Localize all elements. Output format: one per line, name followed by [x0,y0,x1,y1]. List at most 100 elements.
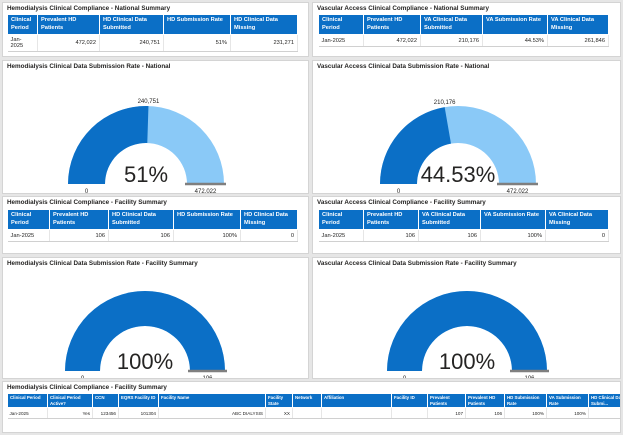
va-facility-gauge-panel: Vascular Access Clinical Data Submission… [312,257,621,379]
column-header[interactable]: Facility Name [158,392,266,409]
column-header[interactable]: VA Clinical Data Missing [547,13,609,36]
panel-title: Hemodialysis Clinical Compliance - Facil… [7,384,167,391]
column-header[interactable]: VA Clinical Data Submitted [418,208,481,231]
gauge-percent-label: 44.53% [421,162,496,187]
gauge-max-label: 472,022 [507,189,529,194]
table-cell: 0 [545,229,609,243]
column-header[interactable]: Prevalent HD Patients [465,392,505,409]
table-cell: 123456 [92,407,119,420]
hd-national-gauge-panel: Hemodialysis Clinical Data Submission Ra… [2,60,309,194]
gauge-min-label: 0 [85,189,89,194]
gauge-min-label: 0 [403,376,407,379]
table-cell: 106 [363,229,419,243]
table-cell: Jan-2025 [7,34,38,53]
column-header[interactable]: Clinical Period [7,13,38,36]
table-cell: 51% [163,34,231,53]
va-national-gauge-panel: Vascular Access Clinical Data Submission… [312,60,621,194]
va-facility-gauge: 100% 0 106 [387,291,549,379]
column-header[interactable]: VA Clinical Data Submitted [420,13,483,36]
table-row[interactable]: Jan-2025 472,022 210,176 44.53% 261,846 [318,34,609,48]
column-header[interactable]: VA Submission Rate [546,392,589,409]
column-header[interactable]: Clinical Period [318,13,364,36]
table-cell: 107 [427,407,466,420]
gauge-max-label: 472,022 [195,189,217,194]
column-header[interactable]: HD Submission Rate [163,13,231,36]
gauge-percent-label: 51% [124,162,168,187]
table-cell [588,407,620,420]
panel-title: Hemodialysis Clinical Data Submission Ra… [7,63,171,70]
column-header[interactable]: Network [292,392,322,409]
column-header[interactable]: VA Submission Rate [482,13,548,36]
va-national-gauge: 44.53% 0 472,022 210,176 [380,100,538,194]
column-header[interactable]: HD Clinical Data Missing [230,13,298,36]
table-cell: Jan-2025 [318,34,364,48]
column-header[interactable]: HD Clinical Data Submi... [588,392,620,409]
hd-national-gauge: 51% 0 472,022 240,751 [68,99,226,194]
table-cell [321,407,392,420]
table-row[interactable]: Jan-2025 106 106 100% 0 [318,229,609,243]
table-cell [292,407,322,420]
va-national-table: Clinical Period Prevalent HD Patients VA C… [318,13,609,48]
gauge-value-arc [380,107,451,184]
table-cell: ABC DIALYSIS [158,407,266,420]
column-header[interactable]: Prevalent HD Patients [363,208,419,231]
table-row[interactable]: Jan-2025 106 106 100% 0 [7,229,298,243]
column-header[interactable]: Clinical Period [7,392,48,409]
column-header[interactable]: Clinical Period [318,208,364,231]
hd-facility-table: Clinical Period Prevalent HD Patients HD C… [7,208,298,243]
panel-title: Hemodialysis Clinical Data Submission Ra… [7,260,198,267]
table-header-row: Clinical Period Prevalent HD Patients HD C… [7,13,298,36]
column-header[interactable]: VA Submission Rate [480,208,546,231]
column-header[interactable]: Clinical Period [7,208,50,231]
column-header[interactable]: Prevalent HD Patients [37,13,100,36]
gauge-value-label: 210,176 [434,100,456,106]
table-cell: Yes [47,407,93,420]
table-cell: 106 [465,407,505,420]
table-header-row: Clinical Period Prevalent HD Patients HD C… [7,208,298,231]
panel-title: Vascular Access Clinical Data Submission… [317,63,490,70]
gauge-value-arc [68,105,149,184]
table-cell: 101304 [118,407,159,420]
hd-facility-summary-panel: Hemodialysis Clinical Compliance - Facil… [2,196,309,254]
column-header[interactable]: HD Clinical Data Submitted [99,13,164,36]
panel-title: Hemodialysis Clinical Compliance - Facil… [7,199,167,206]
column-header[interactable]: Facility ID [391,392,428,409]
column-header[interactable]: HD Submission Rate [173,208,241,231]
table-row[interactable]: Jan-2025 472,022 240,751 51% 231,271 [7,34,298,53]
hd-facility-gauge: 100% 0 106 [65,291,227,379]
table-cell: Jan-2025 [318,229,364,243]
table-cell: XX [265,407,293,420]
hd-national-table: Clinical Period Prevalent HD Patients HD C… [7,13,298,53]
column-header[interactable]: EQRS Facility ID [118,392,159,409]
va-national-summary-panel: Vascular Access Clinical Compliance - Na… [312,2,621,57]
column-header[interactable]: Clinical Period Active? [47,392,93,409]
table-cell: 106 [108,229,174,243]
panel-title: Vascular Access Clinical Data Submission… [317,260,517,267]
column-header[interactable]: Affiliation [321,392,392,409]
gauge-value-arc [387,291,547,371]
gauge-min-label: 0 [397,189,401,194]
table-row[interactable]: Jan-2025 Yes 123456 101304 ABC DIALYSIS XX 107… [7,407,620,420]
column-header[interactable]: HD Submission Rate [504,392,547,409]
gauge-min-label: 0 [81,376,85,379]
column-header[interactable]: HD Clinical Data Missing [240,208,298,231]
facility-detail-table: Clinical Period Clinical Period Active? CC… [7,392,620,420]
table-cell: 100% [480,229,546,243]
table-cell: Jan-2025 [7,407,48,420]
table-cell: 106 [418,229,481,243]
panel-title: Hemodialysis Clinical Compliance - Natio… [7,5,171,12]
table-header-row: Clinical Period Clinical Period Active? CC… [7,392,620,409]
facility-detail-panel: Hemodialysis Clinical Compliance - Facil… [2,381,621,433]
va-facility-table: Clinical Period Prevalent HD Patients VA C… [318,208,609,243]
column-header[interactable]: Prevalent HD Patients [49,208,109,231]
table-cell: 472,022 [363,34,421,48]
column-header[interactable]: Facility State [265,392,293,409]
column-header[interactable]: CCN [92,392,119,409]
column-header[interactable]: Prevalent Patients [427,392,466,409]
column-header[interactable]: HD Clinical Data Submitted [108,208,174,231]
column-header[interactable]: Prevalent HD Patients [363,13,421,36]
table-cell [391,407,428,420]
column-header[interactable]: VA Clinical Data Missing [545,208,609,231]
panel-title: Vascular Access Clinical Compliance - Na… [317,5,489,12]
table-cell: 472,022 [37,34,100,53]
